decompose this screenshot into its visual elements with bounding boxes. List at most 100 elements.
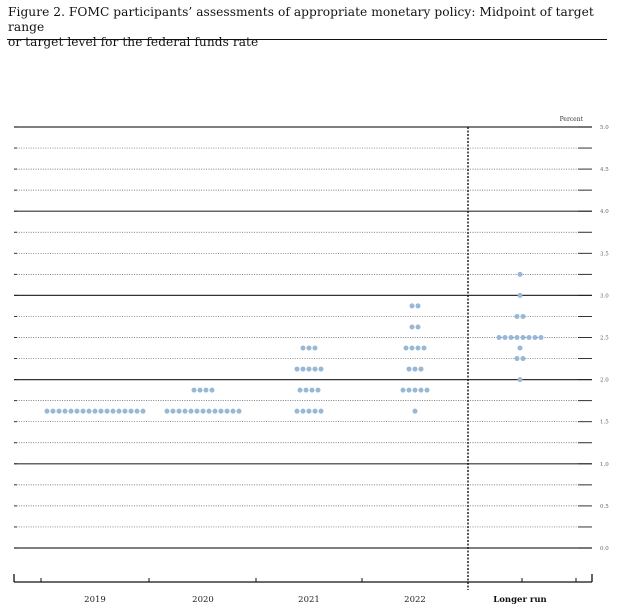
y-tick-label: 0.5 (600, 504, 609, 510)
participant-dot (412, 408, 418, 414)
participant-dot (508, 335, 514, 340)
participant-dot (514, 356, 520, 362)
participant-dot (209, 387, 215, 393)
y-tick-label: 0.0 (600, 546, 609, 552)
y-tick-label: 4.5 (600, 167, 609, 173)
participant-dot (409, 345, 415, 351)
participant-dot (122, 408, 128, 414)
participant-dot (224, 408, 230, 414)
participant-dot (318, 408, 324, 414)
y-tick-label: 1.0 (600, 462, 609, 468)
participant-dot (98, 408, 104, 414)
participant-dot (194, 408, 200, 414)
participant-dot (110, 408, 116, 414)
caption-rule (7, 39, 607, 40)
participant-dot (409, 303, 415, 309)
y-tick-label: 4.0 (600, 209, 609, 215)
participant-dot (80, 408, 86, 414)
participant-dot (197, 387, 203, 393)
y-tick-label: 2.5 (600, 336, 609, 342)
participant-dot (164, 408, 170, 414)
participant-dot (116, 408, 122, 414)
participant-dot (517, 377, 523, 383)
participant-dot (514, 335, 520, 340)
y-tick-label: 1.5 (600, 420, 609, 426)
participant-dot (415, 345, 421, 351)
x-category-label: 2022 (404, 595, 426, 605)
participant-dot (294, 366, 300, 372)
participant-dot (303, 387, 309, 393)
participant-dot (236, 408, 242, 414)
participant-dot (517, 345, 523, 351)
participant-dot (526, 335, 532, 340)
participant-dot (56, 408, 62, 414)
participant-dot (517, 271, 523, 277)
participant-dot (514, 313, 520, 319)
unit-label: Percent (560, 116, 584, 123)
participant-dot (415, 324, 421, 330)
participant-dot (520, 335, 526, 340)
participant-dot (300, 345, 306, 351)
participant-dot (400, 387, 406, 393)
participant-dot (421, 345, 427, 351)
figure-caption: Figure 2. FOMC participants’ assessments… (8, 5, 608, 50)
participant-dot (176, 408, 182, 414)
participant-dot (312, 366, 318, 372)
participant-dot (496, 335, 502, 340)
participant-dot (294, 408, 300, 414)
participant-dot (44, 408, 50, 414)
y-tick-label: 3.5 (600, 251, 609, 257)
participant-dot (68, 408, 74, 414)
participant-dot (203, 387, 209, 393)
participant-dot (424, 387, 430, 393)
participant-dot (517, 292, 523, 298)
participant-dot (418, 387, 424, 393)
caption-line-2: or target level for the federal funds ra… (8, 35, 259, 49)
participant-dot (315, 387, 321, 393)
participant-dot (300, 366, 306, 372)
participant-dot (412, 387, 418, 393)
participant-dot (212, 408, 218, 414)
participant-dot (306, 345, 312, 351)
participant-dot (50, 408, 56, 414)
participant-dot (418, 366, 424, 372)
participant-dot (191, 387, 197, 393)
x-category-label: 2019 (84, 595, 106, 605)
caption-line-1: Figure 2. FOMC participants’ assessments… (8, 5, 594, 34)
x-category-label: 2021 (298, 595, 320, 605)
x-category-label: Longer run (493, 595, 546, 605)
participant-dot (218, 408, 224, 414)
participant-dot (297, 387, 303, 393)
participant-dot (300, 408, 306, 414)
y-tick-label: 5.0 (600, 125, 609, 131)
participant-dot (415, 303, 421, 309)
participant-dot (128, 408, 134, 414)
participant-dot (520, 356, 526, 362)
participant-dot (200, 408, 206, 414)
participant-dot (403, 345, 409, 351)
participant-dot (532, 335, 538, 340)
participant-dot (520, 313, 526, 319)
participant-dot (538, 335, 544, 340)
participant-dot (409, 324, 415, 330)
y-tick-label: 3.0 (600, 293, 609, 299)
participant-dot (306, 408, 312, 414)
participant-dot (182, 408, 188, 414)
participant-dot (62, 408, 68, 414)
participant-dot (312, 345, 318, 351)
participant-dot (188, 408, 194, 414)
participant-dot (502, 335, 508, 340)
participant-dot (140, 408, 146, 414)
participant-dot (309, 387, 315, 393)
participant-dot (412, 366, 418, 372)
participant-dot (318, 366, 324, 372)
participant-dot (92, 408, 98, 414)
participant-dot (134, 408, 140, 414)
participant-dot (406, 387, 412, 393)
participant-dot (170, 408, 176, 414)
participant-dot (86, 408, 92, 414)
participant-dot (312, 408, 318, 414)
y-tick-label: 2.0 (600, 378, 609, 384)
participant-dot (406, 366, 412, 372)
